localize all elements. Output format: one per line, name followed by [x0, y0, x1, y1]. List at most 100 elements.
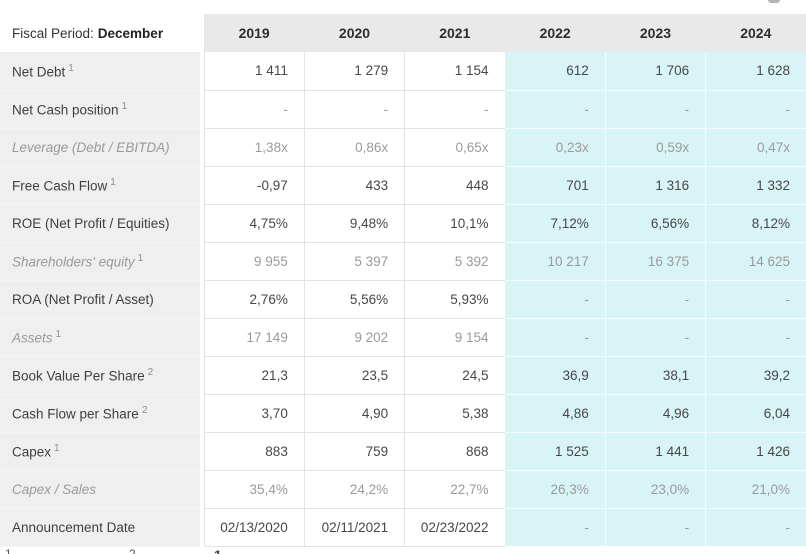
- value-cell: -: [604, 318, 706, 357]
- value-cell: 9 955: [203, 242, 305, 281]
- column-gap: [200, 432, 204, 470]
- value-cell: -: [504, 318, 606, 357]
- fiscal-period-cell: Fiscal Period: December: [0, 14, 200, 52]
- value-cell: 1 154: [404, 52, 505, 91]
- row-label-text: Assets: [12, 330, 53, 346]
- value-cell: -: [604, 508, 706, 547]
- table-row: Leverage (Debt / EBITDA) 1,38x 0,86x 0,65x 0…: [0, 128, 806, 167]
- row-label: Capex 1: [0, 432, 200, 471]
- value-cell: 38,1: [604, 356, 706, 395]
- table-body: Net Debt 1 1 411 1 279 1 154 612 1 706 1 628 Net…: [0, 52, 806, 547]
- row-label-text: Book Value Per Share: [12, 368, 145, 384]
- footnote-marker: 1: [214, 547, 222, 554]
- footnote-ref: 1: [55, 328, 62, 340]
- value-cell: 35,4%: [203, 470, 305, 509]
- footnote-ref: 1: [54, 442, 60, 454]
- value-cell: 0,23x: [504, 128, 606, 167]
- value-cell: 1 441: [604, 432, 706, 471]
- value-cell: 4,86: [504, 394, 606, 433]
- value-cell: 9 154: [404, 318, 505, 357]
- value-cell: 22,7%: [404, 470, 505, 509]
- value-cell: 02/11/2021: [303, 508, 405, 547]
- row-label: Cash Flow per Share 2: [0, 394, 200, 433]
- value-cell: -: [504, 280, 606, 319]
- value-cell: 1 525: [504, 432, 606, 471]
- column-gap: [200, 90, 204, 128]
- table-row: Book Value Per Share 2 21,3 23,5 24,5 36,9 38,…: [0, 356, 806, 395]
- row-label: Announcement Date: [0, 508, 200, 547]
- value-cell: 0,86x: [303, 128, 405, 167]
- value-cell: -: [604, 90, 706, 129]
- value-cell: 9,48%: [303, 204, 405, 243]
- row-label-text: Cash Flow per Share: [12, 406, 139, 422]
- year-header-2022: 2022: [504, 14, 606, 52]
- table-row: Net Debt 1 1 411 1 279 1 154 612 1 706 1 628: [0, 52, 806, 91]
- value-cell: 21,0%: [705, 470, 806, 509]
- value-cell: 6,04: [705, 394, 806, 433]
- row-label: Free Cash Flow 1: [0, 166, 200, 205]
- row-label-text: Net Debt: [12, 64, 66, 79]
- value-cell: -: [705, 90, 806, 129]
- footnote-ref: 1: [68, 62, 74, 74]
- row-label-text: ROA (Net Profit / Asset): [12, 291, 154, 307]
- value-cell: -: [303, 90, 405, 129]
- footnote-ref: 2: [147, 366, 154, 378]
- row-label: ROE (Net Profit / Equities): [0, 204, 200, 243]
- footnote-ref: 2: [141, 404, 148, 416]
- value-cell: 5 392: [404, 242, 505, 281]
- column-gap: [200, 52, 204, 90]
- row-label-text: Leverage (Debt / EBITDA): [12, 139, 170, 155]
- value-cell: 5,38: [404, 394, 505, 433]
- value-cell: -: [604, 280, 706, 319]
- value-cell: 701: [504, 166, 606, 205]
- footnote-ref: 1: [137, 252, 144, 264]
- row-label: Net Cash position 1: [0, 90, 200, 129]
- value-cell: 0,65x: [404, 128, 505, 167]
- value-cell: 2,76%: [203, 280, 305, 319]
- table-row: Announcement Date 02/13/2020 02/11/2021 02/…: [0, 508, 806, 547]
- row-label-text: Capex / Sales: [12, 481, 97, 497]
- value-cell: 36,9: [504, 356, 606, 395]
- value-cell: 24,5: [404, 356, 505, 395]
- footnote-marker: 1: [5, 547, 12, 554]
- value-cell: 14 625: [705, 242, 806, 281]
- column-gap: [200, 318, 204, 356]
- column-gap: [200, 356, 204, 394]
- value-cell: 10,1%: [404, 204, 505, 243]
- value-cell: 433: [303, 166, 405, 205]
- value-cell: 4,90: [303, 394, 405, 433]
- year-header-2023: 2023: [605, 14, 706, 52]
- row-label: Leverage (Debt / EBITDA): [0, 128, 200, 167]
- value-cell: 1,38x: [203, 128, 305, 167]
- value-cell: -: [705, 508, 806, 547]
- row-label: Assets 1: [0, 318, 200, 357]
- year-header-2024: 2024: [705, 14, 806, 52]
- table-row: ROE (Net Profit / Equities) 4,75% 9,48% 10,…: [0, 204, 806, 243]
- value-cell: 6,56%: [604, 204, 706, 243]
- value-cell: 16 375: [604, 242, 706, 281]
- table-row: Assets 1 17 149 9 202 9 154- - -: [0, 318, 806, 357]
- value-cell: 7,12%: [504, 204, 606, 243]
- value-cell: 1 628: [705, 52, 806, 91]
- value-cell: 24,2%: [303, 470, 405, 509]
- row-label: ROA (Net Profit / Asset): [0, 280, 200, 319]
- fiscal-period-value: December: [97, 25, 164, 41]
- value-cell: -0,97: [203, 166, 305, 205]
- row-label-text: Announcement Date: [12, 519, 136, 535]
- value-cell: 39,2: [705, 356, 806, 395]
- row-label-text: Net Cash position: [12, 102, 119, 118]
- footnote-ref: 1: [110, 176, 116, 188]
- value-cell: 612: [504, 52, 606, 91]
- year-header-2019: 2019: [204, 14, 305, 52]
- fiscal-period-label: Fiscal Period:: [12, 25, 94, 41]
- value-cell: 23,5: [303, 356, 405, 395]
- value-cell: 868: [404, 432, 505, 471]
- table-row: Net Cash position 1- - - - - -: [0, 90, 806, 129]
- row-label-text: Shareholders' equity: [12, 254, 135, 270]
- column-gap: [200, 14, 204, 52]
- value-cell: 0,59x: [604, 128, 706, 167]
- value-cell: 1 279: [303, 52, 405, 91]
- truncated-icon-fragment: [768, 0, 780, 3]
- table-row: Capex 1 883 759 868 1 525 1 441 1 426: [0, 432, 806, 471]
- value-cell: 448: [404, 166, 505, 205]
